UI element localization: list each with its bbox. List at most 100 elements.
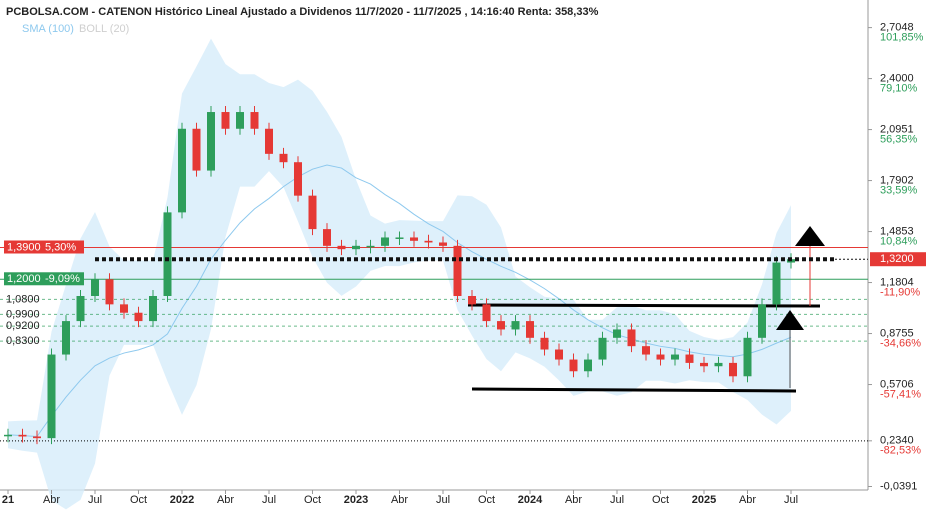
level-label: 1,0800 <box>6 293 40 305</box>
candle <box>395 237 404 239</box>
candle <box>424 240 433 243</box>
candle <box>743 337 752 377</box>
candle <box>555 349 563 360</box>
candle <box>627 329 636 347</box>
candle <box>221 112 230 129</box>
x-tick-label: 2022 <box>170 494 194 506</box>
candle <box>105 279 114 305</box>
candle <box>714 362 723 367</box>
level-label: 0,9900 <box>6 308 40 320</box>
candle <box>18 434 27 437</box>
x-tick-label: 21 <box>2 494 14 506</box>
y-tick-label: 1,7902 <box>880 174 914 186</box>
candle <box>4 434 12 437</box>
y-pct-label: 33,59% <box>880 184 918 196</box>
y-pct-label: -82,53% <box>880 445 921 457</box>
candle <box>758 304 766 338</box>
candle <box>366 245 375 248</box>
x-tick-label: 2024 <box>518 494 543 506</box>
candle <box>439 242 447 246</box>
y-pct-label: -11,90% <box>880 286 920 298</box>
candle <box>381 237 389 246</box>
level-badge <box>4 272 84 286</box>
candle <box>772 262 781 305</box>
plot <box>0 38 868 510</box>
candle <box>265 128 273 154</box>
support-line <box>471 387 797 393</box>
candle <box>149 296 157 322</box>
y-tick-label: 2,0951 <box>880 123 914 135</box>
candle <box>642 346 650 355</box>
level-pct: -9,09% <box>45 273 80 285</box>
candle <box>62 321 70 355</box>
x-tick-label: Abr <box>391 494 408 506</box>
candle <box>207 112 215 171</box>
y-tick-label: 2,4000 <box>880 72 914 84</box>
y-pct-label: -34,66% <box>880 337 921 349</box>
candle <box>700 362 708 367</box>
y-tick-label: -0,0391 <box>880 480 917 492</box>
level-badge <box>4 240 84 254</box>
y-pct-label: -57,41% <box>880 388 921 400</box>
x-tick-label: Abr <box>739 494 756 506</box>
x-tick-label: Oct <box>652 494 669 506</box>
candle <box>482 304 491 322</box>
x-tick-label: Oct <box>304 494 321 506</box>
y-pct-label: 101,85% <box>880 32 924 44</box>
chart-title: PCBOLSA.COM - CATENON Histórico Lineal A… <box>6 6 599 18</box>
level-label: 0,8300 <box>6 335 40 347</box>
candle <box>337 245 346 250</box>
candle <box>250 112 259 129</box>
last-price-badge <box>870 252 926 267</box>
y-pct-label: 56,35% <box>880 133 918 145</box>
candle <box>584 359 592 372</box>
candle <box>91 279 99 296</box>
y-tick-label: 0,8755 <box>880 327 914 339</box>
x-tick-label: Oct <box>478 494 495 506</box>
candle <box>294 162 302 196</box>
candle <box>497 321 505 330</box>
legend-sma: SMA (100) <box>22 23 74 35</box>
y-tick-label: 0,2340 <box>880 435 914 447</box>
breakout-arrow <box>776 310 804 330</box>
level-label: 1,2000 <box>7 273 41 285</box>
x-tick-label: Jul <box>262 494 276 506</box>
x-tick-label: Jul <box>784 494 798 506</box>
candle <box>671 354 679 360</box>
x-tick-label: Abr <box>565 494 582 506</box>
candle <box>178 128 186 213</box>
candle <box>613 329 621 338</box>
candle <box>279 153 288 163</box>
level-label: 1,3900 <box>7 241 41 253</box>
candle <box>656 354 665 360</box>
candle <box>598 337 607 360</box>
candle <box>468 296 476 305</box>
candle <box>120 304 128 313</box>
bollinger-band <box>8 38 791 510</box>
x-tick-label: Jul <box>610 494 624 506</box>
candle <box>323 229 331 246</box>
candle <box>47 354 56 439</box>
candle <box>236 112 244 129</box>
x-tick-label: Oct <box>130 494 147 506</box>
candle <box>308 195 317 230</box>
y-pct-label: 79,10% <box>880 82 918 94</box>
x-tick-label: 2025 <box>692 494 716 506</box>
candle <box>526 321 534 338</box>
candle <box>685 354 694 363</box>
last-price-label: 1,3200 <box>880 253 914 265</box>
y-tick-label: 1,1804 <box>880 276 914 288</box>
x-tick-label: Jul <box>436 494 450 506</box>
candle <box>511 321 520 330</box>
legend-boll: BOLL (20) <box>79 23 129 35</box>
target-arrow <box>795 226 825 246</box>
candle <box>76 296 85 322</box>
y-tick-label: 0,5706 <box>880 378 914 390</box>
candle <box>410 237 418 241</box>
x-tick-label: Abr <box>43 494 60 506</box>
candle <box>33 436 41 439</box>
x-tick-label: Jul <box>88 494 102 506</box>
candle <box>134 312 143 322</box>
y-tick-label: 2,7048 <box>880 22 914 34</box>
y-pct-label: 10,84% <box>880 235 918 247</box>
